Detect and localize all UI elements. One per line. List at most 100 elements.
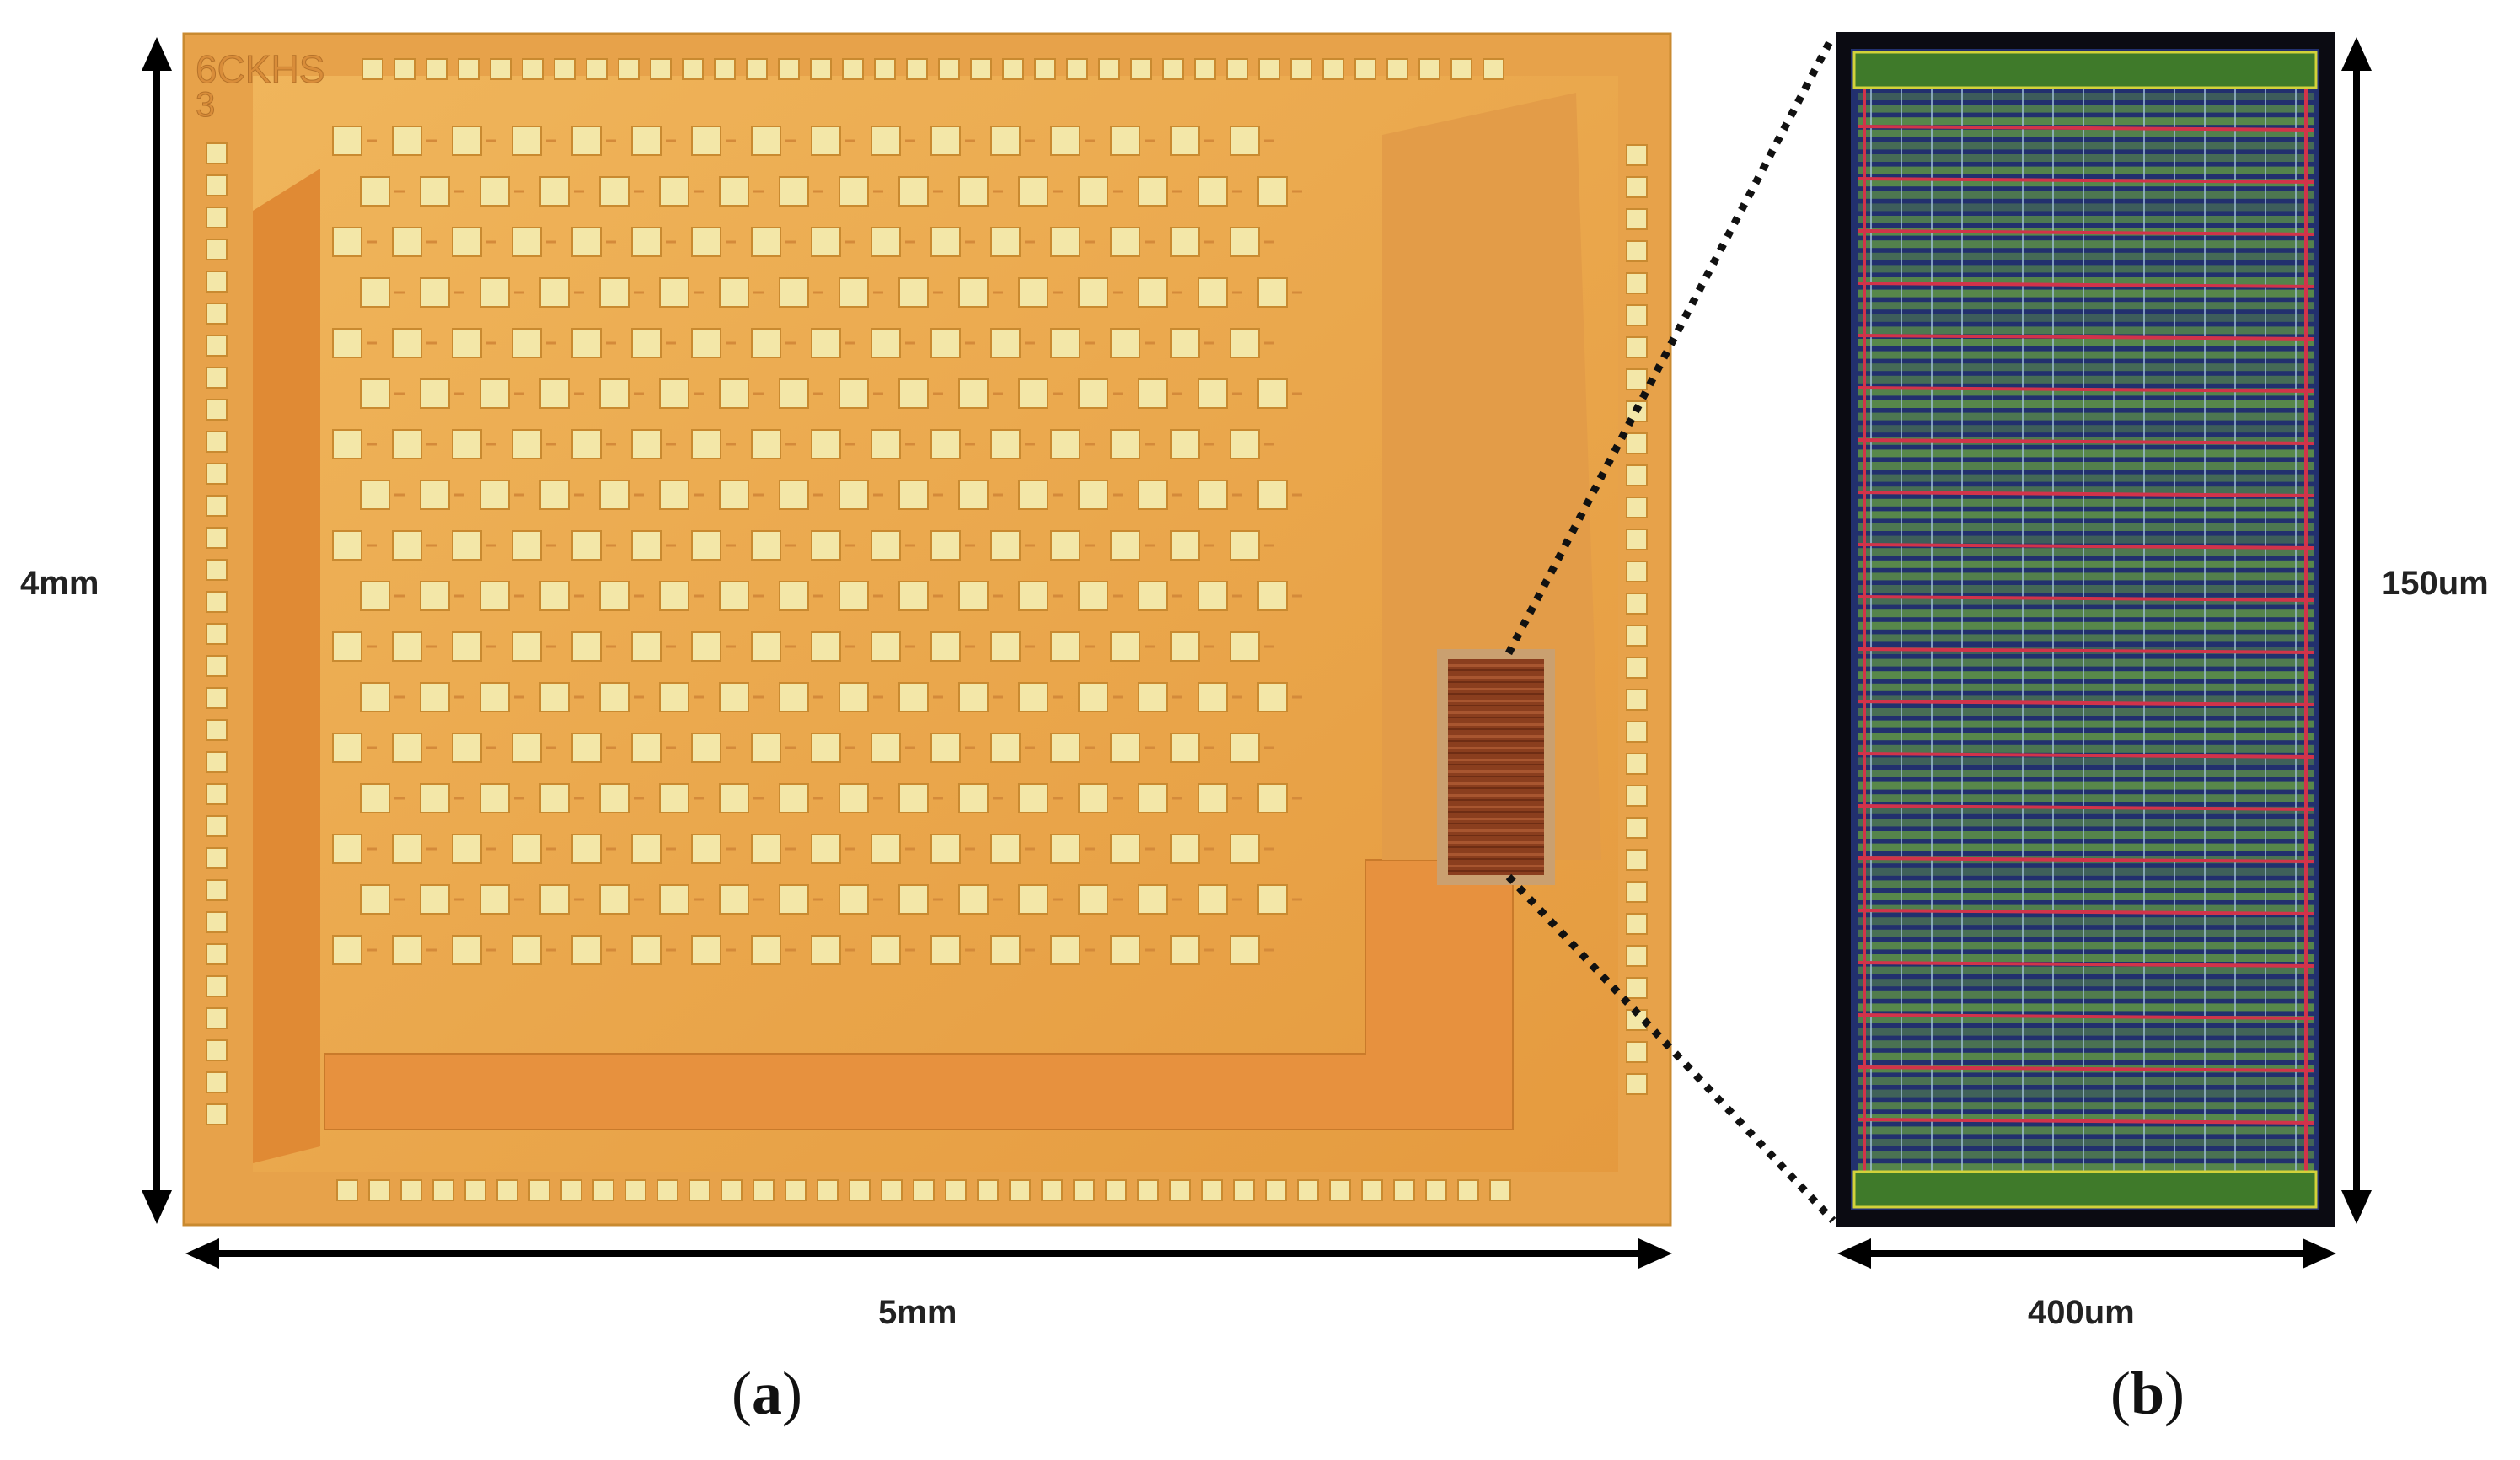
- bump-pad: [512, 935, 542, 965]
- layout-cell-band: [1858, 880, 2314, 888]
- io-pad: [1626, 785, 1648, 807]
- io-pad: [206, 303, 228, 325]
- layout-power-rail: [1858, 752, 2314, 759]
- io-pad: [1169, 1179, 1191, 1201]
- bump-pad: [659, 783, 689, 813]
- bump-pad: [1198, 378, 1228, 409]
- panel-label-b: (b): [2110, 1360, 2185, 1427]
- io-pad: [336, 1179, 358, 1201]
- io-pad: [206, 943, 228, 965]
- io-pad: [785, 1179, 807, 1201]
- bump-pad: [1110, 530, 1140, 561]
- bump-pad: [898, 682, 929, 712]
- io-pad: [1626, 977, 1648, 999]
- layout-cell-band: [1858, 770, 2314, 777]
- panel-letter-b: b: [2130, 1360, 2165, 1427]
- bump-pad: [512, 328, 542, 358]
- io-pad: [970, 58, 992, 80]
- bump-pad: [1170, 631, 1200, 662]
- layout-cell-band: [1858, 1126, 2314, 1135]
- io-pad: [1626, 304, 1648, 326]
- io-pad: [206, 271, 228, 293]
- bump-pad: [539, 581, 570, 611]
- bump-pad: [811, 328, 841, 358]
- bump-pad: [930, 227, 961, 257]
- io-pad: [206, 399, 228, 421]
- bump-pad: [659, 176, 689, 207]
- bump-pad: [1257, 277, 1288, 308]
- layout-power-rail: [1858, 438, 2314, 445]
- io-pad: [1009, 1179, 1031, 1201]
- io-pad: [400, 1179, 422, 1201]
- io-pad: [1626, 464, 1648, 486]
- layout-power-rail: [1858, 125, 2314, 132]
- io-pad: [1626, 208, 1648, 230]
- bump-pad: [420, 378, 450, 409]
- io-pad: [206, 463, 228, 485]
- io-pad: [1322, 58, 1344, 80]
- bump-pad: [1018, 176, 1048, 207]
- bump-pad: [1257, 884, 1288, 915]
- layout-cell-band: [1858, 585, 2314, 593]
- io-pad: [1393, 1179, 1415, 1201]
- bump-pad: [420, 176, 450, 207]
- bump-pad: [779, 480, 809, 510]
- bump-pad: [360, 480, 390, 510]
- bump-pad: [480, 277, 510, 308]
- layout-cell-band: [1858, 634, 2314, 642]
- bump-pad: [452, 126, 482, 156]
- bump-pad: [691, 126, 721, 156]
- io-pad: [1626, 849, 1648, 871]
- layout-top-power-ring: [1852, 51, 2318, 89]
- io-pad: [1066, 58, 1088, 80]
- io-pad: [977, 1179, 999, 1201]
- bump-pad: [1078, 176, 1108, 207]
- layout-cell-band: [1858, 474, 2314, 482]
- bump-pad: [1018, 581, 1048, 611]
- bump-pad: [332, 935, 362, 965]
- io-pad: [1626, 272, 1648, 294]
- bump-pad: [571, 733, 602, 763]
- io-pad: [1626, 497, 1648, 518]
- bump-pad: [751, 328, 781, 358]
- layout-cell-band: [1858, 93, 2314, 100]
- bump-pad: [1198, 783, 1228, 813]
- bump-pad: [1198, 480, 1228, 510]
- io-pad: [1489, 1179, 1511, 1201]
- bump-pad: [539, 884, 570, 915]
- bump-pad: [1110, 935, 1140, 965]
- bump-pad: [539, 277, 570, 308]
- io-pad: [206, 1039, 228, 1061]
- io-pad: [1137, 1179, 1159, 1201]
- bump-pad: [512, 429, 542, 459]
- bump-pad: [452, 328, 482, 358]
- layout-cell-band: [1858, 1077, 2314, 1085]
- bump-pad: [480, 884, 510, 915]
- bump-pad: [360, 783, 390, 813]
- bump-pad: [1018, 682, 1048, 712]
- io-pad: [1361, 1179, 1383, 1201]
- bump-pad: [571, 834, 602, 864]
- io-pad: [817, 1179, 839, 1201]
- layout-cell-band: [1858, 1102, 2314, 1110]
- io-pad: [206, 879, 228, 901]
- bump-pad: [392, 429, 422, 459]
- bump-pad: [659, 682, 689, 712]
- io-pad: [778, 58, 800, 80]
- bump-pad: [751, 935, 781, 965]
- bump-pad: [1110, 126, 1140, 156]
- bump-pad: [539, 682, 570, 712]
- bump-pad: [360, 277, 390, 308]
- layout-cell-band: [1858, 867, 2314, 876]
- layout-cell-band: [1858, 695, 2314, 704]
- layout-cell-band: [1858, 794, 2314, 802]
- layout-cell-band: [1858, 671, 2314, 679]
- io-pad: [746, 58, 768, 80]
- bump-pad: [871, 530, 901, 561]
- bump-pad: [1138, 884, 1168, 915]
- bump-pad: [691, 631, 721, 662]
- bump-pad: [1170, 227, 1200, 257]
- bump-pad: [360, 581, 390, 611]
- bump-pad: [779, 378, 809, 409]
- bump-pad: [719, 682, 749, 712]
